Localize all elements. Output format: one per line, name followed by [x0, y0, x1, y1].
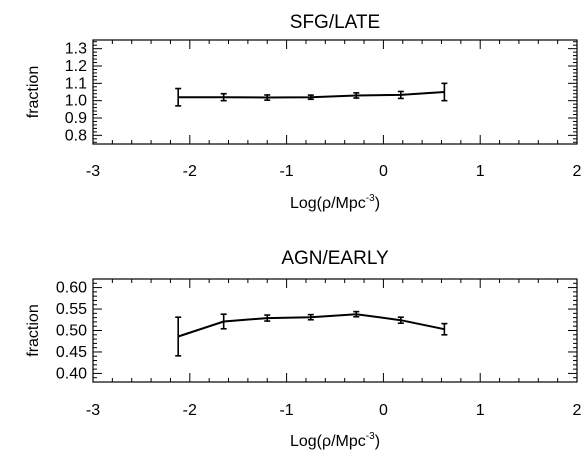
x-tick-label: -2: [183, 163, 197, 180]
data-point: [441, 322, 448, 336]
y-tick-label: 1.3: [65, 41, 87, 58]
x-tick-label: 0: [379, 402, 388, 419]
x-axis-label: Log(ρ/Mpc-3): [290, 193, 380, 212]
x-tick-label: -2: [183, 402, 197, 419]
x-tick-label: 2: [573, 163, 582, 180]
x-tick-label: 1: [476, 163, 485, 180]
data-point: [397, 90, 404, 100]
y-tick-label: 0.9: [65, 110, 87, 127]
data-point: [264, 94, 271, 101]
chart-panel-1: SFG/LATE -3 -2 -1 0 1 2 0.80.91.01.11.21.3 Log(ρ…: [25, 12, 582, 212]
y-tick-label: 1.1: [65, 75, 87, 92]
x-tick-label: -3: [86, 163, 100, 180]
y-axis-label: fraction: [25, 66, 42, 118]
chart-title: AGN/EARLY: [281, 248, 389, 269]
y-tick-label: 1.2: [65, 58, 87, 75]
x-tick-label: -1: [279, 163, 293, 180]
y-axis-label: fraction: [25, 304, 42, 356]
y-tick-label: 0.40: [56, 365, 87, 382]
data-point: [307, 94, 314, 101]
y-tick-label: 0.50: [56, 323, 87, 340]
data-point: [353, 310, 360, 318]
data-point: [220, 313, 227, 330]
y-tick-label: 0.8: [65, 127, 87, 144]
x-tick-label: -3: [86, 402, 100, 419]
data-point: [353, 92, 360, 99]
data-point: [441, 82, 448, 102]
x-axis-label: Log(ρ/Mpc-3): [290, 431, 380, 450]
y-tick-label: 0.60: [56, 280, 87, 297]
data-point: [175, 87, 182, 107]
x-tick-label: 0: [379, 163, 388, 180]
data-point: [397, 316, 404, 325]
plot-frame: [92, 278, 578, 383]
plot-frame: [92, 39, 578, 145]
data-point: [307, 313, 314, 321]
data-point: [220, 92, 227, 102]
data-point: [175, 316, 182, 357]
y-tick-label: 1.0: [65, 93, 87, 110]
y-tick-label: 0.55: [56, 301, 87, 318]
x-tick-label: 1: [476, 402, 485, 419]
data-point: [264, 314, 271, 322]
chart-title: SFG/LATE: [290, 12, 380, 33]
chart-panel-2: AGN/EARLY -3 -2 -1 0 1 2 0.40 0.45 0.50 0.55 0.60 Lo…: [25, 248, 582, 450]
x-tick-label: 2: [573, 402, 582, 419]
y-tick-label: 0.45: [56, 344, 87, 361]
x-tick-label: -1: [279, 402, 293, 419]
